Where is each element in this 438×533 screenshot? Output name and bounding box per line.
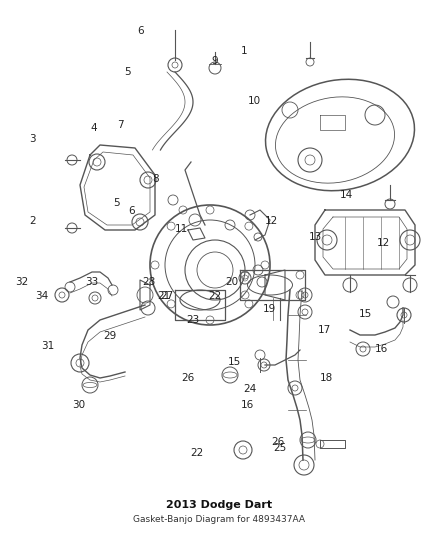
Text: 15: 15 <box>359 310 372 319</box>
Text: 25: 25 <box>274 443 287 453</box>
Text: 12: 12 <box>265 216 278 226</box>
Text: 16: 16 <box>374 344 388 354</box>
Text: 1: 1 <box>241 46 248 55</box>
Text: 13: 13 <box>309 232 322 242</box>
Text: 14: 14 <box>339 190 353 199</box>
Text: 32: 32 <box>15 278 28 287</box>
Text: 19: 19 <box>263 304 276 314</box>
Text: 15: 15 <box>228 358 241 367</box>
Text: 20: 20 <box>226 278 239 287</box>
Text: 23: 23 <box>186 315 199 325</box>
Text: 26: 26 <box>182 374 195 383</box>
Text: 10: 10 <box>247 96 261 106</box>
Text: 11: 11 <box>175 224 188 234</box>
Text: 16: 16 <box>241 400 254 410</box>
Text: 5: 5 <box>124 67 131 77</box>
Text: 34: 34 <box>35 291 48 301</box>
Text: 9: 9 <box>211 56 218 66</box>
Text: 33: 33 <box>85 278 99 287</box>
Text: 31: 31 <box>42 342 55 351</box>
Text: 30: 30 <box>72 400 85 410</box>
Text: 21: 21 <box>158 291 171 301</box>
Text: 3: 3 <box>29 134 36 143</box>
Text: 29: 29 <box>103 331 116 341</box>
Text: 2013 Dodge Dart: 2013 Dodge Dart <box>166 500 272 510</box>
Text: 8: 8 <box>152 174 159 183</box>
Text: 6: 6 <box>128 206 135 215</box>
Text: 22: 22 <box>208 291 221 301</box>
Text: 28: 28 <box>142 278 155 287</box>
Text: 24: 24 <box>243 384 256 394</box>
Text: 4: 4 <box>91 123 98 133</box>
Text: 12: 12 <box>377 238 390 247</box>
Text: 26: 26 <box>272 438 285 447</box>
Text: 22: 22 <box>191 448 204 458</box>
Text: 7: 7 <box>117 120 124 130</box>
Text: Gasket-Banjo Diagram for 4893437AA: Gasket-Banjo Diagram for 4893437AA <box>133 514 305 523</box>
Text: 6: 6 <box>137 26 144 36</box>
Text: 17: 17 <box>318 326 331 335</box>
Text: 27: 27 <box>160 291 173 301</box>
Text: 18: 18 <box>320 374 333 383</box>
Text: 5: 5 <box>113 198 120 207</box>
Text: 2: 2 <box>29 216 36 226</box>
